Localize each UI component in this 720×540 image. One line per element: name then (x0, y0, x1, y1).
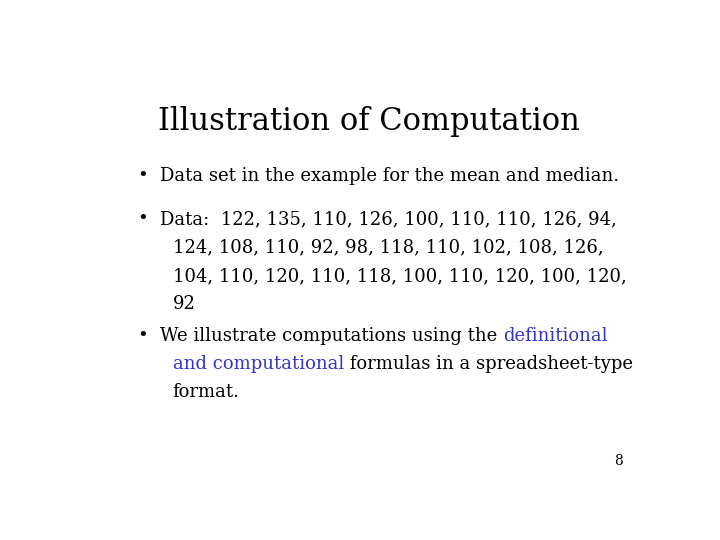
Text: Data:  122, 135, 110, 126, 100, 110, 110, 126, 94,: Data: 122, 135, 110, 126, 100, 110, 110,… (160, 210, 616, 228)
Text: Data set in the example for the mean and median.: Data set in the example for the mean and… (160, 167, 619, 185)
Text: •: • (138, 327, 148, 345)
Text: Illustration of Computation: Illustration of Computation (158, 106, 580, 137)
Text: 92: 92 (173, 295, 195, 313)
Text: •: • (138, 210, 148, 228)
Text: We illustrate computations using the: We illustrate computations using the (160, 327, 503, 345)
Text: •: • (138, 167, 148, 185)
Text: and computational: and computational (173, 355, 344, 373)
Text: 124, 108, 110, 92, 98, 118, 110, 102, 108, 126,: 124, 108, 110, 92, 98, 118, 110, 102, 10… (173, 239, 603, 256)
Text: formulas in a spreadsheet-type: formulas in a spreadsheet-type (344, 355, 633, 373)
Text: 104, 110, 120, 110, 118, 100, 110, 120, 100, 120,: 104, 110, 120, 110, 118, 100, 110, 120, … (173, 267, 626, 285)
Text: 8: 8 (614, 454, 623, 468)
Text: format.: format. (173, 383, 240, 401)
Text: definitional: definitional (503, 327, 607, 345)
